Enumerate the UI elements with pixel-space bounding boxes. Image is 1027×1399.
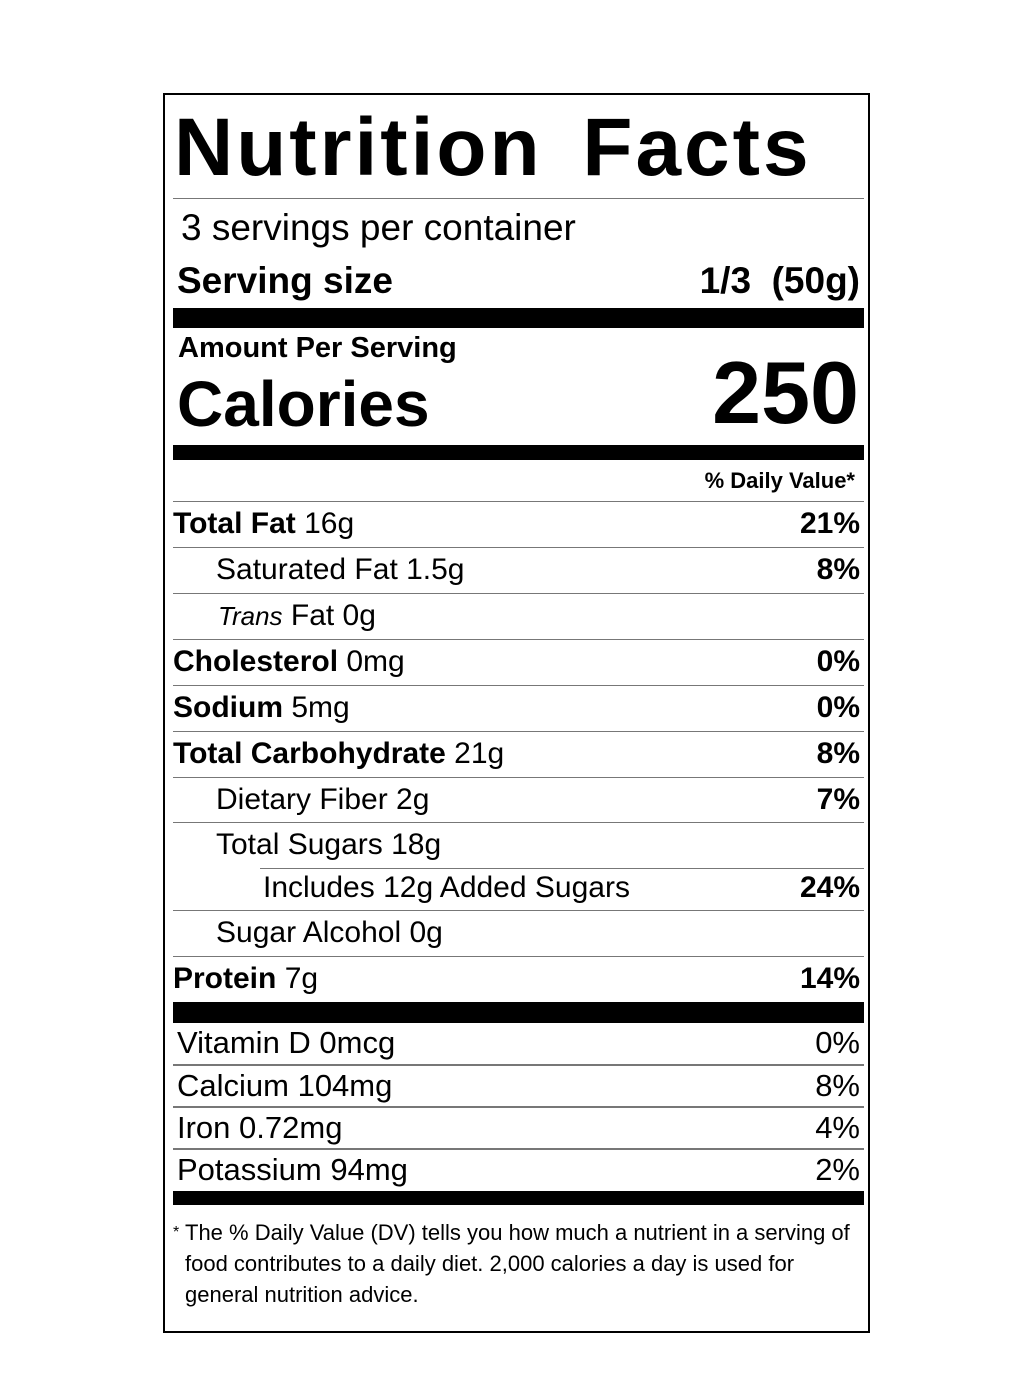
thick-divider (173, 308, 864, 328)
nutrient-name: Trans (218, 601, 283, 631)
thick-divider (173, 445, 864, 460)
nutrient-row-total-fat: Total Fat 16g 21% (173, 501, 864, 547)
nutrition-label-border (163, 93, 870, 1333)
thick-divider (173, 1191, 864, 1205)
footnote-text: The % Daily Value (DV) tells you how muc… (185, 1220, 850, 1307)
servings-per-container: 3 servings per container (181, 207, 576, 248)
nutrient-row-total-carbohydrate: Total Carbohydrate 21g 8% (173, 731, 864, 777)
serving-size-value: 1/3 (50g) (699, 260, 860, 301)
vitamin-dv: 0% (815, 1025, 860, 1060)
vitamin-name: Potassium 94mg (177, 1152, 408, 1187)
nutrient-name: Cholesterol (173, 645, 339, 678)
divider (173, 731, 864, 732)
vitamin-row-calcium: Calcium 104mg 8% (173, 1065, 864, 1107)
nutrient-name: Includes 12g Added Sugars (263, 871, 630, 904)
nutrient-name: Total Sugars 18g (216, 828, 442, 861)
calories-value: 250 (712, 343, 859, 442)
nutrient-row-sugar-alcohol: Sugar Alcohol 0g (173, 910, 864, 956)
amount-per-serving: Amount Per Serving (178, 332, 457, 364)
nutrient-amount: 5mg (283, 691, 350, 724)
divider (173, 593, 864, 594)
nutrient-row-dietary-fiber: Dietary Fiber 2g 7% (173, 777, 864, 823)
label-title: Nutrition Facts (174, 102, 812, 193)
vitamin-name: Iron 0.72mg (177, 1110, 343, 1145)
nutrient-row-total-sugars: Total Sugars 18g (173, 822, 864, 868)
vitamin-row-vitamin-d: Vitamin D 0mcg 0% (173, 1022, 864, 1064)
divider (173, 501, 864, 502)
nutrient-row-sodium: Sodium 5mg 0% (173, 685, 864, 731)
nutrient-name: Protein (173, 962, 277, 995)
nutrient-amount: 16g (295, 507, 355, 540)
nutrient-dv: 8% (816, 737, 860, 770)
vitamin-name: Vitamin D 0mcg (177, 1025, 396, 1060)
nutrient-amount: 21g (445, 737, 505, 770)
nutrient-dv: 7% (816, 783, 860, 816)
nutrient-row-cholesterol: Cholesterol 0mg 0% (173, 639, 864, 685)
vitamin-row-iron: Iron 0.72mg 4% (173, 1107, 864, 1149)
divider (173, 639, 864, 640)
nutrient-amount: 0mg (338, 645, 405, 678)
nutrient-row-trans-fat: Trans Fat 0g (173, 593, 864, 639)
nutrient-amount: 7g (276, 962, 319, 995)
divider (173, 1106, 864, 1108)
divider (173, 1148, 864, 1150)
nutrient-dv: 8% (816, 553, 860, 586)
serving-size-label: Serving size (177, 260, 393, 301)
nutrient-dv: 24% (799, 871, 860, 904)
divider (173, 777, 864, 778)
nutrient-name: Sugar Alcohol 0g (216, 916, 443, 949)
thick-divider (173, 1002, 864, 1023)
nutrient-dv: 0% (816, 645, 860, 678)
nutrient-row-added-sugars: Includes 12g Added Sugars 24% (173, 866, 864, 910)
nutrient-amount: Fat 0g (282, 599, 376, 632)
divider (173, 1064, 864, 1066)
divider (173, 910, 864, 911)
nutrient-row-saturated-fat: Saturated Fat 1.5g 8% (173, 547, 864, 593)
footnote: * The % Daily Value (DV) tells you how mu… (173, 1216, 853, 1310)
nutrient-name: Sodium (173, 691, 283, 724)
vitamin-dv: 4% (815, 1110, 860, 1145)
vitamin-name: Calcium 104mg (177, 1068, 393, 1103)
divider (173, 822, 864, 823)
nutrient-name: Saturated Fat 1.5g (216, 553, 465, 586)
divider (173, 547, 864, 548)
vitamin-dv: 2% (815, 1152, 860, 1187)
divider (260, 868, 864, 869)
nutrient-name: Total Carbohydrate (173, 737, 446, 770)
vitamin-row-potassium: Potassium 94mg 2% (173, 1149, 864, 1191)
nutrient-dv: 14% (799, 962, 860, 995)
nutrient-name: Total Fat (173, 507, 296, 540)
nutrient-name: Dietary Fiber 2g (216, 783, 430, 816)
divider (173, 198, 864, 199)
daily-value-header: % Daily Value* (704, 468, 855, 493)
divider (173, 685, 864, 686)
calories-label: Calories (177, 368, 430, 440)
footnote-asterisk: * (173, 1224, 180, 1241)
nutrient-row-protein: Protein 7g 14% (173, 956, 864, 1002)
divider (173, 956, 864, 957)
nutrient-dv: 21% (799, 507, 860, 540)
vitamin-dv: 8% (815, 1068, 860, 1103)
nutrient-dv: 0% (816, 691, 860, 724)
